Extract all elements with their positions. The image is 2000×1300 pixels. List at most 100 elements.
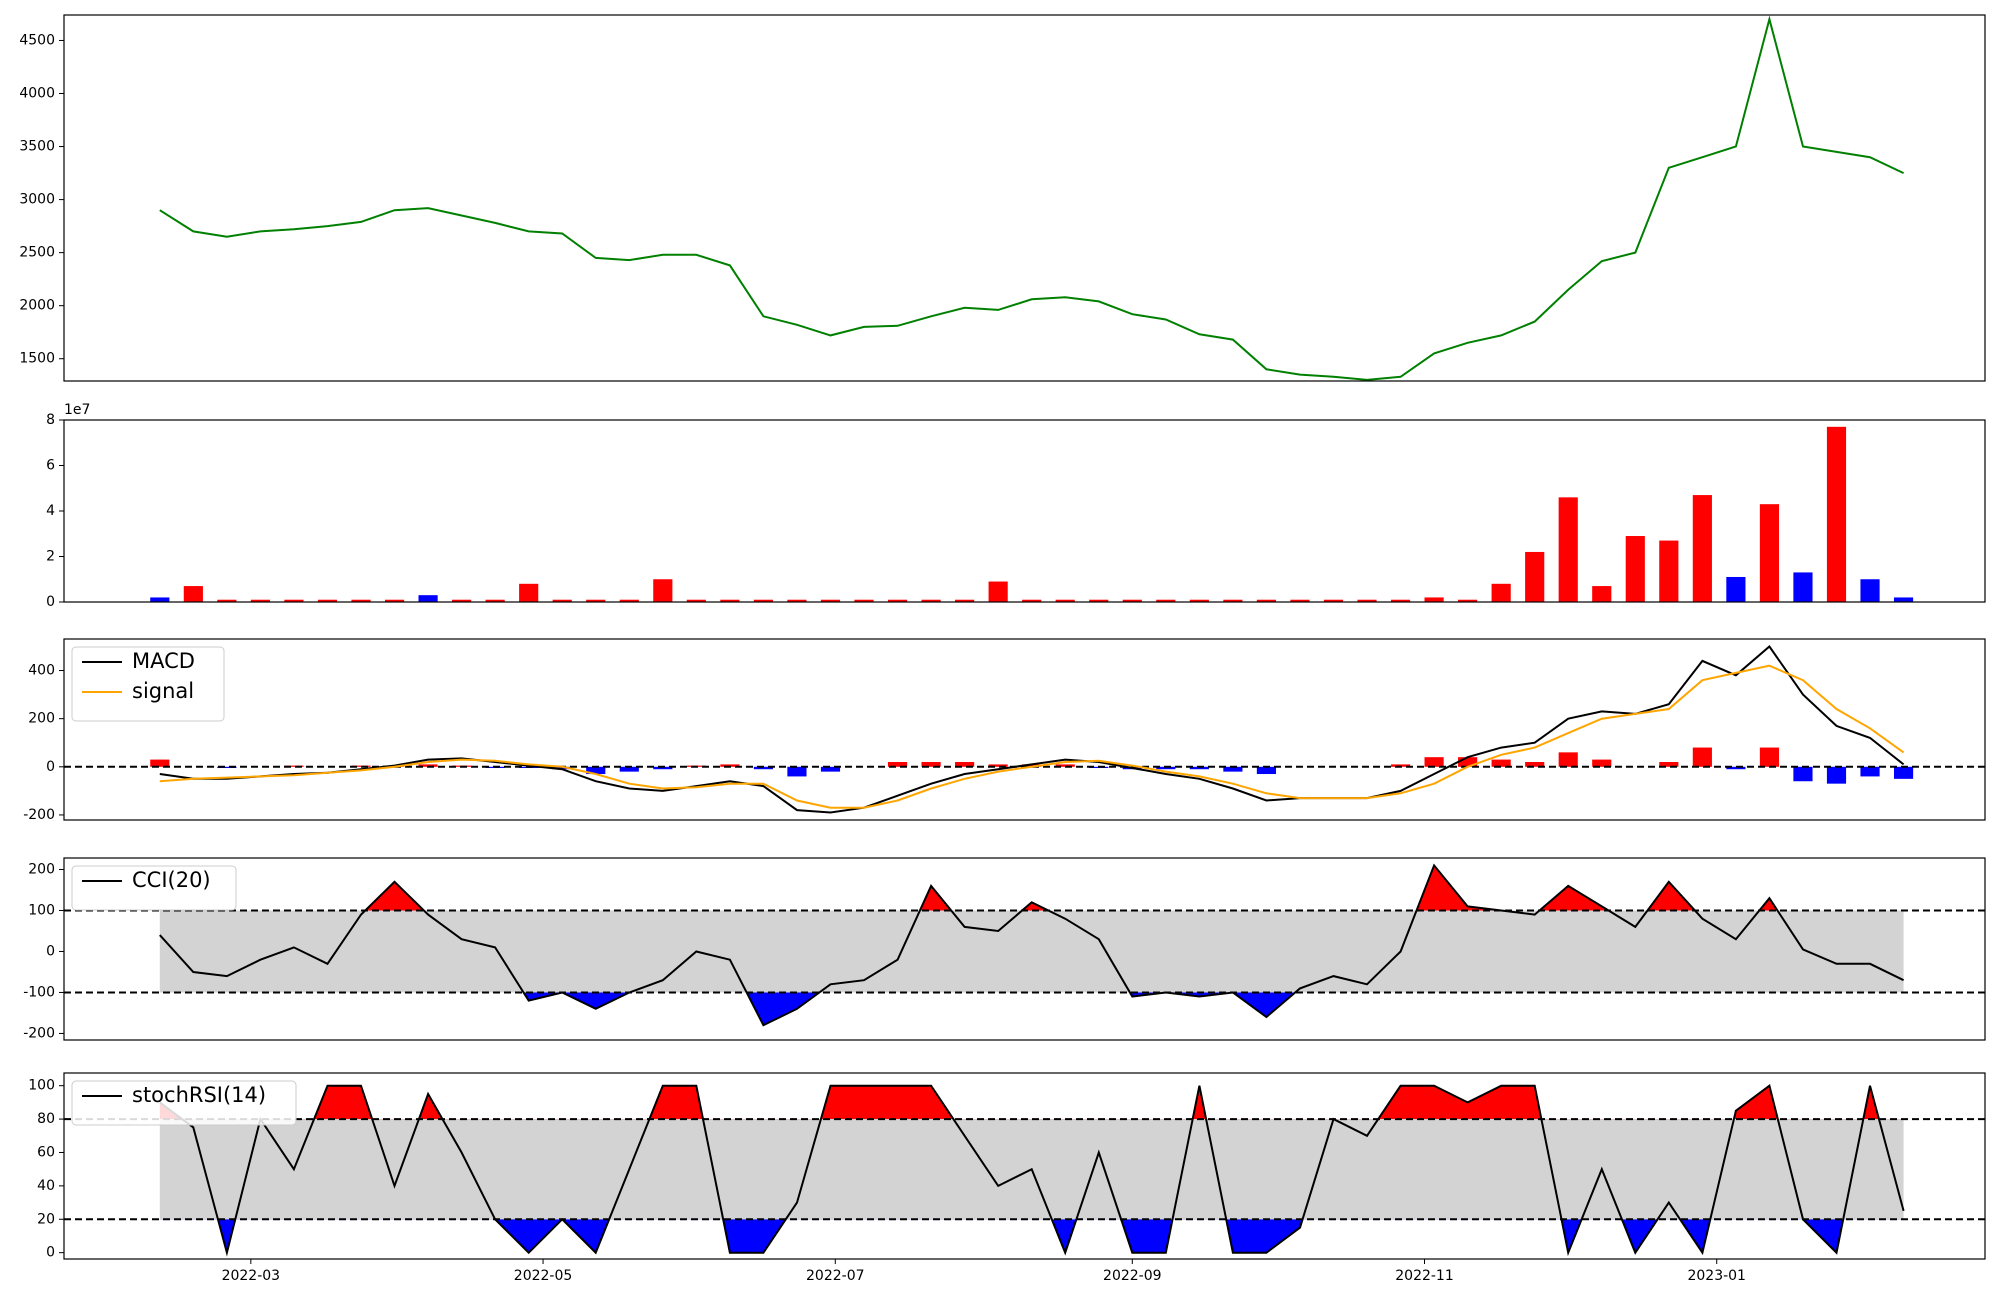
histogram-bar	[1055, 764, 1075, 767]
bar	[787, 599, 807, 602]
histogram-bar	[653, 766, 673, 770]
y-tick-label: 60	[37, 1144, 55, 1160]
bar	[452, 599, 472, 602]
bar	[1558, 497, 1578, 602]
line-series	[159, 15, 1905, 381]
y-tick-label: 3500	[19, 139, 55, 155]
histogram-bar	[1491, 759, 1511, 767]
plot-area	[64, 863, 1985, 1027]
histogram-bar	[418, 764, 438, 767]
y-tick-label: 1500	[19, 351, 55, 367]
y-tick-label: 4500	[19, 32, 55, 48]
histogram-bar	[1759, 747, 1780, 767]
histogram-bar	[284, 765, 304, 767]
line-series	[159, 645, 1905, 814]
x-tick-label: 2022-07	[806, 1268, 865, 1284]
bar	[1860, 579, 1880, 602]
bar	[1525, 551, 1545, 602]
y-tick-label: 200	[28, 861, 55, 877]
bar	[284, 599, 304, 602]
bar	[619, 599, 639, 602]
bar	[586, 599, 606, 602]
histogram-bar	[1659, 761, 1679, 767]
histogram-bar	[1189, 766, 1209, 770]
histogram-bar	[1156, 766, 1176, 770]
bar	[1726, 576, 1746, 602]
line-series	[159, 1084, 1905, 1257]
legend-box	[71, 865, 237, 911]
histogram-bar	[217, 766, 237, 769]
histogram-bar	[1860, 766, 1880, 777]
histogram-bar	[820, 766, 841, 772]
bar	[217, 599, 237, 602]
histogram-bar	[955, 761, 975, 767]
bar	[1055, 599, 1075, 602]
bar	[1759, 504, 1780, 602]
bar	[351, 599, 371, 602]
y-tick-label: 40	[37, 1178, 55, 1194]
legend: CCI(20)	[71, 865, 237, 911]
bar	[988, 581, 1008, 602]
bar	[1089, 599, 1109, 602]
x-tick-label: 2022-03	[222, 1268, 281, 1284]
bar	[1592, 586, 1612, 602]
plot-area	[159, 15, 1905, 381]
histogram-bar	[753, 766, 773, 770]
histogram-bar	[988, 764, 1008, 767]
bar	[686, 599, 706, 602]
y-tick-label: 20	[37, 1211, 55, 1227]
y-tick-label: -200	[23, 1025, 55, 1041]
x-tick-label: 2022-11	[1395, 1268, 1454, 1284]
plot-frame	[63, 638, 1986, 821]
y-tick-label: 4	[46, 503, 55, 519]
bar	[1625, 536, 1645, 602]
plot-area	[150, 426, 1914, 602]
neutral-band	[159, 910, 1904, 993]
y-tick-label: 100	[28, 902, 55, 918]
bar	[1390, 599, 1411, 602]
y-tick-label: 0	[46, 1245, 55, 1261]
bar	[1122, 599, 1142, 602]
histogram-bar	[586, 766, 606, 775]
bar	[820, 599, 841, 602]
histogram-bar	[1458, 757, 1478, 767]
legend: MACD signal	[71, 646, 225, 722]
histogram-bar	[150, 759, 170, 767]
histogram-bar	[1793, 766, 1813, 782]
histogram-bar	[921, 761, 941, 767]
histogram-bar	[619, 766, 639, 772]
histogram-bar	[1893, 766, 1914, 779]
plot-area	[64, 1084, 1985, 1257]
x-tick-label: 2022-09	[1103, 1268, 1162, 1284]
x-tick-label: 2022-05	[514, 1268, 573, 1284]
bar	[552, 599, 572, 602]
bar	[1022, 599, 1042, 602]
histogram-bar	[552, 766, 572, 770]
plot-frame	[63, 857, 1986, 1041]
histogram-bar	[787, 766, 807, 777]
bar	[1491, 583, 1511, 602]
bar	[854, 599, 874, 602]
bar	[485, 599, 505, 602]
histogram-bar	[1692, 747, 1712, 767]
bar	[418, 595, 438, 602]
histogram-bar	[1726, 766, 1746, 770]
bar	[955, 599, 975, 602]
oversold-fill	[159, 992, 1904, 1026]
y-tick-label: 8	[46, 412, 55, 428]
bar	[1357, 599, 1377, 602]
histogram-bar	[1390, 764, 1411, 767]
line-series	[159, 863, 1905, 1027]
bar	[1893, 597, 1914, 602]
bar	[150, 597, 170, 602]
bar	[1424, 597, 1444, 602]
oversold-fill	[159, 1219, 1904, 1253]
histogram-bar	[1826, 766, 1847, 784]
bar	[887, 599, 908, 602]
plot-frame	[63, 14, 1986, 382]
bar	[1323, 599, 1344, 602]
histogram-bar	[1256, 766, 1277, 775]
x-tick-label: 2023-01	[1687, 1268, 1746, 1284]
plot-frame	[63, 1072, 1986, 1260]
